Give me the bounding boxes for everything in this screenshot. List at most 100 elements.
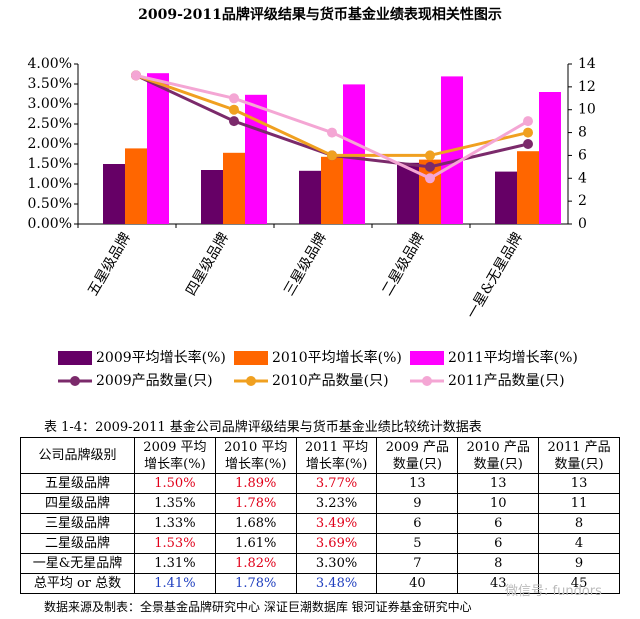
legend-label: 2010平均增长率(%) bbox=[272, 349, 402, 366]
table-cell: 8 bbox=[457, 553, 540, 574]
table-cell: 1.31% bbox=[134, 553, 216, 574]
x-tick-label: 四星级品牌 bbox=[182, 230, 232, 299]
y-tick-label: 2.00% bbox=[28, 136, 72, 152]
legend-item: 2011产品数量(只) bbox=[410, 373, 565, 389]
bar bbox=[495, 171, 517, 224]
point bbox=[131, 70, 141, 81]
point bbox=[425, 161, 435, 172]
legend-label: 2011平均增长率(%) bbox=[448, 349, 578, 366]
table-cell: 4 bbox=[538, 533, 620, 554]
table-cell: 3.48% bbox=[295, 573, 378, 594]
table-cell: 1.89% bbox=[214, 473, 297, 494]
y2-tick-label: 14 bbox=[578, 56, 596, 72]
y2-tick-label: 6 bbox=[578, 147, 587, 163]
point bbox=[327, 150, 337, 161]
table-cell: 3.77% bbox=[295, 473, 378, 494]
table-cell: 五星级品牌 bbox=[20, 473, 135, 494]
table-cell: 6 bbox=[376, 513, 459, 534]
table-cell: 5 bbox=[376, 533, 459, 554]
legend-marker bbox=[70, 376, 80, 386]
table-cell: 1.68% bbox=[214, 513, 297, 534]
header-cell: 2011 平均 增长率(%) bbox=[295, 437, 378, 474]
table-cell: 45 bbox=[538, 573, 620, 594]
bar bbox=[245, 94, 267, 224]
y-tick-label: 1.00% bbox=[28, 176, 72, 192]
y-tick-label: 3.00% bbox=[28, 96, 72, 112]
y2-tick-label: 8 bbox=[578, 125, 587, 141]
table-cell: 一星&无星品牌 bbox=[20, 553, 135, 574]
point bbox=[327, 127, 337, 138]
legend-item: 2011平均增长率(%) bbox=[410, 349, 578, 366]
legend-item: 2009平均增长率(%) bbox=[58, 349, 226, 366]
bar bbox=[517, 151, 539, 224]
y-tick-label: 1.50% bbox=[28, 156, 72, 172]
table-cell: 1.82% bbox=[214, 553, 297, 574]
header-row: 公司品牌级别 2009 平均 增长率(%) 2010 平均 增长率(%) 2011 平… bbox=[20, 437, 620, 474]
bar bbox=[321, 156, 343, 224]
legend-item: 2010产品数量(只) bbox=[234, 373, 389, 389]
y-tick-label: 2.50% bbox=[28, 116, 72, 132]
watermark: 微信号: fundors bbox=[505, 584, 602, 599]
table-cell: 40 bbox=[376, 573, 459, 594]
table-row: 三星级品牌 1.33% 1.68% 3.49% 6 6 8 bbox=[20, 513, 620, 534]
header-cell: 2010 平均 增长率(%) bbox=[214, 437, 297, 474]
y-tick-label: 4.00% bbox=[28, 56, 72, 72]
x-tick-label: 三星级品牌 bbox=[280, 230, 330, 299]
table-cell: 1.61% bbox=[214, 533, 297, 554]
bar bbox=[103, 164, 125, 224]
table-cell: 3.23% bbox=[295, 493, 378, 514]
legend-swatch bbox=[234, 351, 268, 365]
table-cell: 11 bbox=[538, 493, 620, 514]
legend-marker bbox=[246, 376, 256, 386]
y2-tick-label: 10 bbox=[578, 102, 596, 118]
table-cell: 1.41% bbox=[134, 573, 216, 594]
point bbox=[523, 139, 533, 149]
table-caption: 表 1-4：2009-2011 基金公司品牌评级结果与货币基金业绩比较统计数据表 bbox=[44, 420, 482, 435]
table-cell: 3.30% bbox=[295, 553, 378, 574]
table-cell: 13 bbox=[376, 473, 459, 494]
table-cell: 9 bbox=[376, 493, 459, 514]
point bbox=[229, 116, 239, 127]
table-cell: 1.35% bbox=[134, 493, 216, 514]
y-tick-label: 0.00% bbox=[28, 216, 72, 232]
y-tick-label: 3.50% bbox=[28, 76, 72, 92]
legend-swatch bbox=[58, 351, 92, 365]
point bbox=[523, 116, 533, 127]
table-cell: 二星级品牌 bbox=[20, 533, 135, 554]
bar bbox=[147, 73, 169, 224]
legend-item: 2009产品数量(只) bbox=[58, 373, 213, 389]
table-cell: 13 bbox=[538, 473, 620, 494]
legend-item: 2010平均增长率(%) bbox=[234, 349, 402, 366]
table-row: 五星级品牌 1.50% 1.89% 3.77% 13 13 13 bbox=[20, 473, 620, 494]
table-cell: 10 bbox=[457, 493, 540, 514]
header-cell: 2009 产品 数量(只) bbox=[376, 437, 459, 474]
y2-tick-label: 4 bbox=[578, 170, 587, 186]
table-cell: 三星级品牌 bbox=[20, 513, 135, 534]
table-cell: 8 bbox=[538, 513, 620, 534]
bar bbox=[299, 170, 321, 224]
x-tick-label: 五星级品牌 bbox=[84, 230, 134, 299]
source-note: 数据来源及制表：全景基金品牌研究中心 深证巨潮数据库 银河证券基金研究中心 bbox=[44, 600, 472, 614]
bar bbox=[397, 162, 419, 224]
table-cell: 3.49% bbox=[295, 513, 378, 534]
point bbox=[229, 104, 239, 115]
table-cell: 1.33% bbox=[134, 513, 216, 534]
x-tick-label: 二星级品牌 bbox=[378, 230, 428, 299]
table-cell: 总平均 or 总数 bbox=[20, 573, 135, 594]
y-tick-label: 0.50% bbox=[28, 196, 72, 212]
table-cell: 1.53% bbox=[134, 533, 216, 554]
legend-label: 2011产品数量(只) bbox=[448, 373, 565, 389]
line bbox=[135, 74, 529, 157]
chart: 2009-2011品牌评级结果与货币基金业绩表现相关性图示 0.00% 0.50%… bbox=[28, 6, 596, 389]
chart-title: 2009-2011品牌评级结果与货币基金业绩表现相关性图示 bbox=[138, 6, 502, 23]
table-cell: 1.50% bbox=[134, 473, 216, 494]
point bbox=[425, 173, 435, 184]
legend-marker bbox=[422, 376, 432, 386]
header-cell: 2009 平均 增长率(%) bbox=[134, 437, 216, 474]
table-cell: 1.78% bbox=[214, 573, 297, 594]
table-cell: 6 bbox=[457, 533, 540, 554]
table-row: 总平均 or 总数 1.41% 1.78% 3.48% 40 43 45 bbox=[20, 573, 620, 594]
point bbox=[229, 93, 239, 104]
legend-label: 2009产品数量(只) bbox=[96, 373, 213, 389]
